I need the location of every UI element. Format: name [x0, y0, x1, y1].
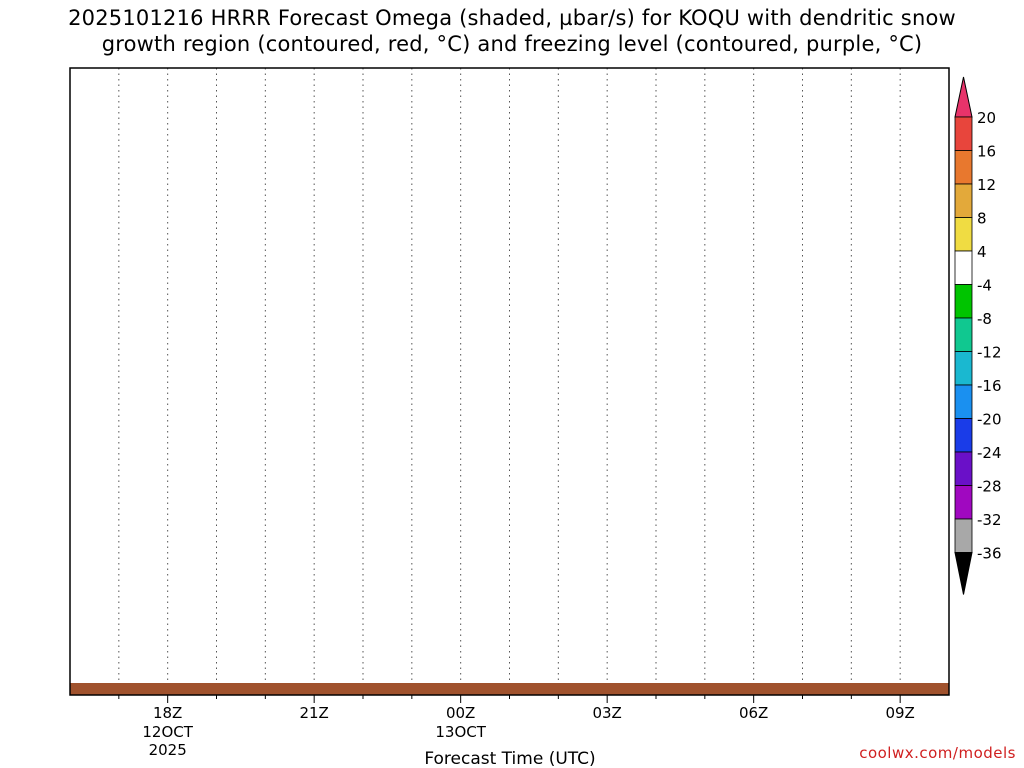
- colorbar-segment-2: [954, 150, 973, 185]
- colorbar-label-5: -4: [977, 277, 992, 295]
- colorbar-label-6: -8: [977, 310, 992, 328]
- x-tick-label-1: 21Z: [299, 704, 328, 722]
- colorbar-label-10: -24: [977, 444, 1002, 462]
- colorbar-label-11: -28: [977, 478, 1002, 496]
- colorbar-segment-4: [954, 217, 973, 252]
- colorbar-legend: 20 16 12 8 4 -4 -8 -12 -16 -20 -24 -28 -32 -36: [954, 76, 1002, 595]
- x-tick-label-4: 06Z: [739, 704, 768, 722]
- colorbar-label-13: -36: [977, 545, 1002, 563]
- colorbar-segment-8: [954, 351, 973, 386]
- x-axis-label: Forecast Time (UTC): [424, 749, 595, 768]
- colorbar-label-4: 4: [977, 243, 987, 261]
- colorbar-label-7: -12: [977, 344, 1002, 362]
- colorbar-segment-10: [954, 418, 973, 453]
- colorbar-label-12: -32: [977, 511, 1002, 529]
- colorbar-label-8: -16: [977, 377, 1002, 395]
- x-tick-label-0: 18Z: [153, 704, 182, 722]
- colorbar-top-arrow: [954, 76, 973, 118]
- x-tick-date-0: 12OCT: [142, 723, 193, 741]
- credit-link[interactable]: coolwx.com/models: [859, 744, 1016, 762]
- x-tick-date-2: 13OCT: [435, 723, 486, 741]
- colorbar-segment-11: [954, 451, 973, 486]
- ground-surface-bar: [70, 683, 949, 695]
- grid-lines: [118, 68, 901, 695]
- colorbar-label-9: -20: [977, 411, 1002, 429]
- colorbar-segment-9: [954, 384, 973, 419]
- colorbar-segment-6: [954, 284, 973, 319]
- x-tick-label-5: 09Z: [885, 704, 914, 722]
- colorbar-segment-13: [954, 518, 973, 553]
- colorbar-label-0: 20: [977, 109, 996, 127]
- colorbar-segment-5: [954, 250, 973, 285]
- chart-title-line2: growth region (contoured, red, °C) and f…: [101, 32, 923, 56]
- x-tick-label-3: 03Z: [592, 704, 621, 722]
- colorbar-segment-1: [954, 116, 973, 151]
- colorbar-label-3: 8: [977, 210, 987, 228]
- x-tick-year-0: 2025: [149, 741, 187, 759]
- colorbar-label-1: 16: [977, 143, 996, 161]
- colorbar-segment-3: [954, 183, 973, 218]
- colorbar-segment-7: [954, 317, 973, 352]
- colorbar-bottom-arrow: [954, 552, 973, 595]
- x-tick-label-2: 00Z: [446, 704, 475, 722]
- colorbar-label-2: 12: [977, 176, 996, 194]
- colorbar-segment-12: [954, 485, 973, 520]
- chart-title-line1: 2025101216 HRRR Forecast Omega (shaded, …: [68, 6, 956, 30]
